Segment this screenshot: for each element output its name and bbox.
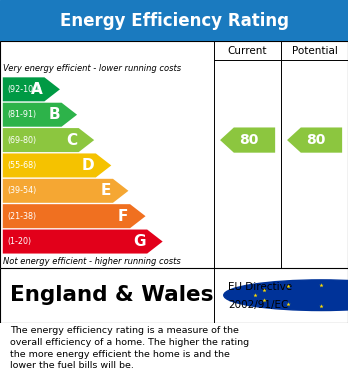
Text: C: C — [66, 133, 77, 147]
Text: (69-80): (69-80) — [7, 136, 36, 145]
Text: England & Wales: England & Wales — [10, 285, 214, 305]
Polygon shape — [3, 153, 111, 178]
Text: E: E — [101, 183, 111, 198]
Text: G: G — [133, 234, 145, 249]
Text: D: D — [81, 158, 94, 173]
Polygon shape — [3, 179, 128, 203]
Text: Energy Efficiency Rating: Energy Efficiency Rating — [60, 11, 288, 30]
Text: B: B — [48, 107, 60, 122]
Text: (55-68): (55-68) — [7, 161, 36, 170]
Polygon shape — [220, 127, 275, 152]
Text: 80: 80 — [239, 133, 259, 147]
Text: Not energy efficient - higher running costs: Not energy efficient - higher running co… — [3, 256, 181, 265]
Circle shape — [224, 280, 348, 310]
Polygon shape — [3, 103, 77, 127]
Polygon shape — [3, 77, 60, 101]
Text: 80: 80 — [306, 133, 326, 147]
Polygon shape — [3, 204, 145, 228]
Text: (92-100): (92-100) — [7, 85, 41, 94]
Text: EU Directive: EU Directive — [228, 282, 292, 292]
Text: Potential: Potential — [292, 46, 338, 56]
Polygon shape — [3, 230, 163, 253]
Text: Current: Current — [228, 46, 267, 56]
Text: (81-91): (81-91) — [7, 110, 36, 119]
Text: 2002/91/EC: 2002/91/EC — [228, 300, 288, 310]
Text: Very energy efficient - lower running costs: Very energy efficient - lower running co… — [3, 64, 182, 73]
Polygon shape — [287, 127, 342, 152]
Text: F: F — [118, 209, 128, 224]
Text: (1-20): (1-20) — [7, 237, 31, 246]
Text: The energy efficiency rating is a measure of the
overall efficiency of a home. T: The energy efficiency rating is a measur… — [10, 326, 250, 370]
Text: A: A — [31, 82, 43, 97]
Text: (21-38): (21-38) — [7, 212, 36, 221]
Polygon shape — [3, 128, 94, 152]
Text: (39-54): (39-54) — [7, 186, 36, 196]
